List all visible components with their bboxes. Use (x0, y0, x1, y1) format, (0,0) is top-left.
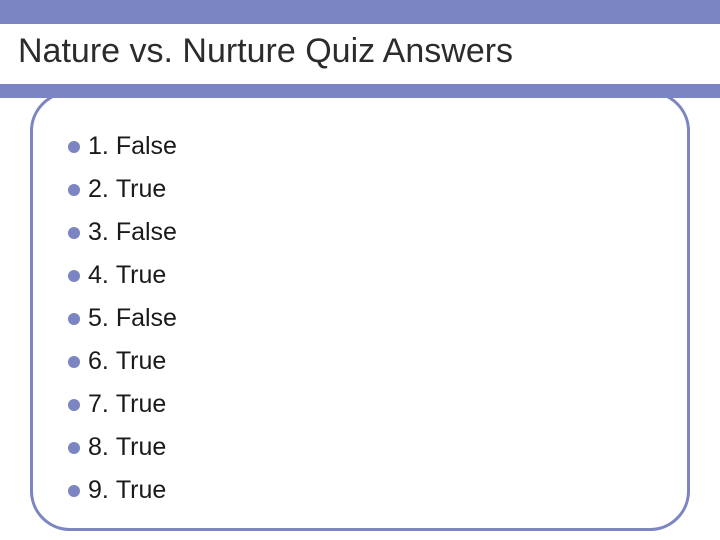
item-value: False (116, 304, 177, 333)
item-value: False (116, 132, 177, 161)
item-value: True (116, 433, 166, 462)
item-number: 1. (88, 132, 109, 161)
list-item: 7. True (68, 390, 177, 419)
list-item: 8. True (68, 433, 177, 462)
list-item: 5. False (68, 304, 177, 333)
item-number: 4. (88, 261, 109, 290)
bullet-icon (68, 184, 80, 196)
item-value: True (116, 261, 166, 290)
list-item: 6. True (68, 347, 177, 376)
title-area: Nature vs. Nurture Quiz Answers (0, 24, 720, 88)
item-number: 2. (88, 175, 109, 204)
item-number: 3. (88, 218, 109, 247)
list-item: 4. True (68, 261, 177, 290)
bullet-icon (68, 141, 80, 153)
item-value: True (116, 347, 166, 376)
bullet-icon (68, 313, 80, 325)
item-value: True (116, 175, 166, 204)
answers-list: 1. False 2. True 3. False 4. True 5. Fal… (68, 132, 177, 519)
item-value: True (116, 476, 166, 505)
item-number: 6. (88, 347, 109, 376)
list-item: 3. False (68, 218, 177, 247)
item-number: 8. (88, 433, 109, 462)
item-number: 9. (88, 476, 109, 505)
item-number: 5. (88, 304, 109, 333)
list-item: 9. True (68, 476, 177, 505)
bullet-icon (68, 227, 80, 239)
item-number: 7. (88, 390, 109, 419)
bullet-icon (68, 399, 80, 411)
page-title: Nature vs. Nurture Quiz Answers (18, 32, 702, 71)
bullet-icon (68, 442, 80, 454)
list-item: 2. True (68, 175, 177, 204)
bullet-icon (68, 356, 80, 368)
bullet-icon (68, 485, 80, 497)
item-value: True (116, 390, 166, 419)
item-value: False (116, 218, 177, 247)
bullet-icon (68, 270, 80, 282)
top-accent-band (0, 0, 720, 24)
list-item: 1. False (68, 132, 177, 161)
